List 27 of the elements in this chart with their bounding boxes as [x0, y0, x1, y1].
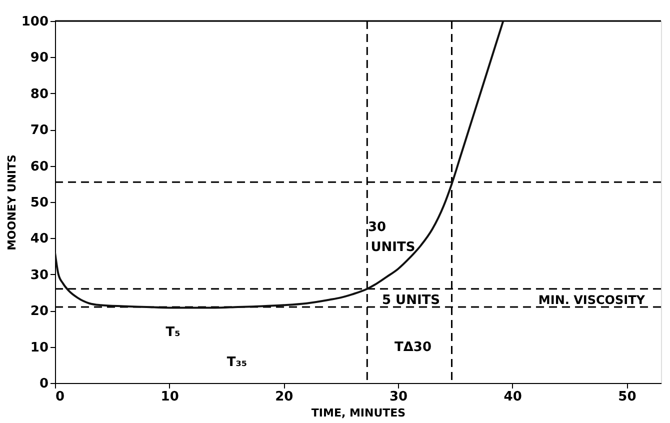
- y-tick-label: 60: [30, 159, 48, 174]
- x-tick-label: 0: [56, 390, 65, 404]
- annotation: 30: [368, 220, 386, 235]
- y-tick-label: 70: [30, 123, 48, 138]
- y-tick-label: 50: [30, 196, 48, 210]
- x-tick-label: 10: [160, 390, 179, 404]
- y-tick-label: 90: [30, 50, 48, 66]
- y-tick-label: 80: [30, 86, 48, 102]
- y-tick-label: 10: [30, 340, 48, 356]
- line-series: [55, 21, 504, 309]
- x-tick-label: 20: [275, 390, 294, 404]
- ref-line-label: MIN. VISCOSITY: [538, 292, 646, 307]
- y-tick-label: 30: [30, 268, 48, 283]
- y-tick-label: 100: [21, 14, 48, 30]
- y-axis-title: MOONEY UNITS: [5, 154, 18, 250]
- x-tick-label: 30: [389, 390, 408, 404]
- annotation: TΔ30: [394, 340, 432, 355]
- y-tick-label: 40: [30, 232, 48, 247]
- x-tick-label: 50: [618, 390, 636, 404]
- y-tick-label: 20: [30, 304, 48, 320]
- y-tick-label: 0: [39, 376, 48, 392]
- x-axis-title: TIME, MINUTES: [311, 406, 406, 420]
- annotation: 5 UNITS: [382, 293, 440, 308]
- annotation: T₃₅: [226, 355, 248, 370]
- annotation: T₅: [166, 325, 180, 340]
- annotation: UNITS: [370, 240, 416, 255]
- x-tick-label: 40: [504, 390, 522, 404]
